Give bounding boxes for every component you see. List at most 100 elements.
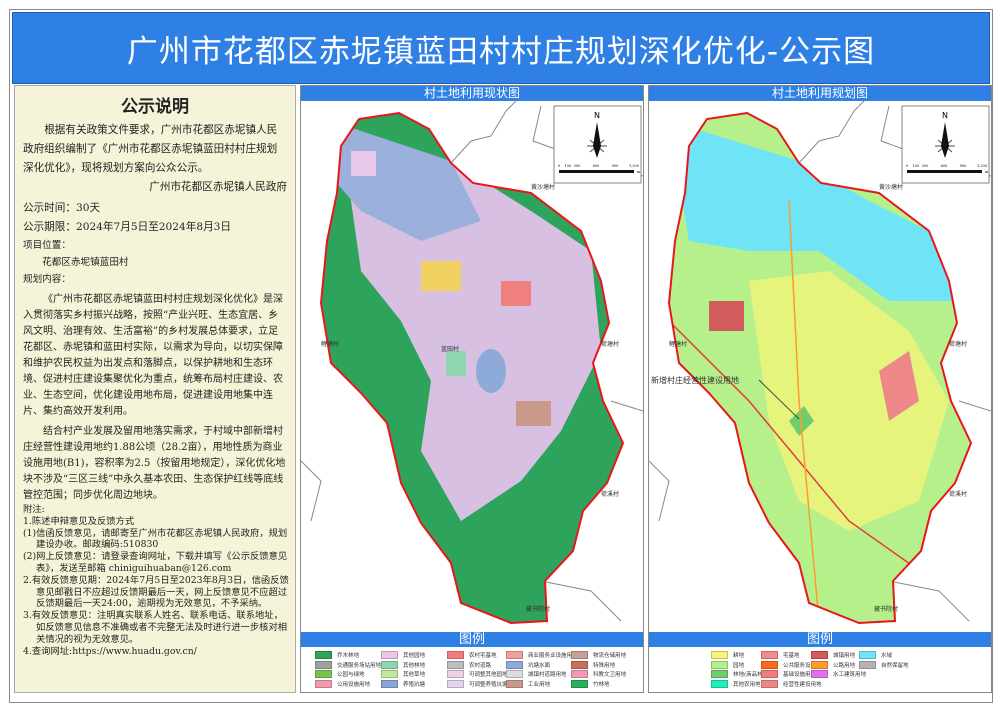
legend-swatch (506, 670, 523, 678)
legend-label: 其他农用地 (733, 681, 761, 688)
legend-swatch (315, 651, 332, 659)
legend-label: 基础设施用地 (783, 672, 817, 678)
legend-item: 耕地 (711, 651, 744, 659)
scale-bar (559, 170, 634, 173)
compass-rose-icon (587, 139, 607, 153)
legend-item: 竹林地 (571, 679, 610, 688)
legend-label: 其他林地 (403, 662, 426, 669)
new-construction-label: 新增村庄经营性建设用地 (651, 375, 739, 385)
query-url: 4.查询网址:https://www.huadu.gov.cn/ (23, 645, 197, 657)
scale-tick: 900 (612, 164, 619, 168)
scale-tick: 300 (922, 164, 929, 168)
legend-item: 水工建筑用地 (811, 670, 866, 678)
legend-item: 乔木林地 (315, 651, 359, 659)
legend-label: 公用设施用地 (337, 681, 371, 688)
north-arrow-icon (593, 122, 601, 158)
scale-tick: 0 (558, 164, 560, 168)
legend-label: 水域 (881, 653, 893, 659)
village-label: 蓝田村 (441, 345, 459, 353)
legend-swatch (506, 660, 523, 669)
legend-item: 经营性建设用地 (761, 679, 822, 688)
legend-label: 可调整其他园地 (469, 672, 508, 678)
legend-label: 农村宅基地 (469, 653, 497, 659)
legend-label: 农村道路 (469, 662, 492, 669)
legend-item: 自然保留地 (859, 660, 909, 669)
note-line: 2.有效反馈意见期：2024年7月5日至2023年8月3日，信函反馈意见邮戳日不… (23, 574, 289, 610)
patch (446, 351, 466, 376)
legend-label: 经营性建设用地 (783, 681, 822, 688)
notice-issuer: 广州市花都区赤坭镇人民政府 (149, 181, 287, 193)
legend-label: 其他园地 (403, 653, 426, 659)
village-label: 荷溪村 (601, 490, 619, 498)
legend-swatch (859, 651, 876, 659)
legend-label: 物流仓储用地 (593, 653, 627, 659)
farmland (749, 271, 949, 531)
note-line: 1.陈述申辩意见及反馈方式 (23, 515, 135, 527)
legend-swatch (761, 651, 778, 659)
legend-item: 基础设施用地 (761, 670, 816, 678)
map-title: 村土地利用现状图 (301, 86, 643, 101)
legend-swatch (506, 651, 523, 659)
notice-intro: 根据有关政策文件要求，广州市花都区赤坭镇人民政府组织编制了《广州市花都区赤坭镇蓝… (23, 124, 278, 174)
page-title: 广州市花都区赤坭镇蓝田村村庄规划深化优化-公示图 (12, 12, 990, 84)
leader-line (758, 379, 800, 420)
legend-item: 可调整其他园地 (447, 670, 508, 678)
scale-tick: 150 (913, 164, 920, 168)
village-label: 荷溪村 (949, 490, 967, 498)
village-boundary (319, 111, 625, 625)
notice-duration: 公示时间：30天 (23, 202, 101, 214)
legend-swatch (711, 651, 728, 659)
legend-swatch (447, 651, 464, 659)
legend-label: 宅基地 (783, 653, 800, 659)
legend-label: 公园与绿地 (337, 672, 365, 678)
village-label: 鲤塘村 (321, 340, 339, 348)
village-label: 藏书院村 (526, 605, 550, 613)
legend-label: 城镇村道路用地 (528, 672, 567, 678)
legend-item: 水域 (859, 651, 892, 659)
village-label: 黄沙塘村 (879, 183, 903, 191)
legend-swatch (447, 679, 464, 688)
legend-swatch (381, 660, 398, 669)
legend-swatch (381, 679, 398, 688)
legend-title: 图例 (649, 632, 991, 647)
legend-title: 图例 (301, 632, 643, 647)
patch (351, 151, 376, 176)
legend: 耕地 园地 林地(商品林) 其他农用地 宅基地 公共服务设施用地 基础设施用地 经营性建设用地… (649, 649, 991, 691)
content-paragraph-2: 结合村产业发展及留用地落实需求，于村域中部新增村庄经营性建设用地约1.88公顷（… (23, 426, 286, 501)
town-land (709, 301, 744, 331)
legend-label: 自然保留地 (881, 662, 909, 669)
legend-swatch (315, 679, 332, 688)
legend-swatch (811, 660, 828, 669)
scale-unit: m (637, 170, 641, 174)
legend-item: 物流仓储用地 (571, 651, 626, 659)
legend-swatch (447, 670, 464, 678)
scale-tick: 900 (960, 164, 967, 168)
land-use-layer (321, 113, 623, 623)
legend-swatch (381, 651, 398, 659)
patch (501, 281, 531, 306)
village-boundary (667, 111, 973, 625)
village-label: 鲤塘村 (669, 340, 687, 348)
legend-item: 特殊用地 (571, 660, 615, 669)
legend-label: 耕地 (733, 653, 745, 659)
legend-swatch (811, 670, 828, 678)
legend-label: 工业用地 (528, 681, 551, 688)
legend-swatch (315, 670, 332, 678)
legend-item: 公共服务设施用地 (761, 660, 827, 669)
legend-label: 养殖坑塘 (403, 681, 426, 688)
legend-item: 农村宅基地 (447, 651, 497, 659)
content-label: 规划内容： (23, 274, 71, 285)
legend-item: 宅基地 (761, 651, 800, 659)
legend-item: 其他农用地 (711, 679, 761, 688)
legend-swatch (811, 651, 828, 659)
legend-label: 城镇用地 (833, 653, 856, 659)
commercial-land (879, 351, 919, 421)
notes: 附注: 1.陈述申辩意见及反馈方式 (1)信函反馈意见，请邮寄至广州市花都区赤坭… (23, 504, 291, 657)
village-label: 荷塘村 (949, 340, 967, 348)
legend-item: 养殖坑塘 (381, 679, 426, 688)
legend-item: 公用设施用地 (315, 679, 371, 688)
legend-item: 其他园地 (381, 651, 425, 659)
legend-label: 商业服务业设施用地 (528, 653, 578, 659)
